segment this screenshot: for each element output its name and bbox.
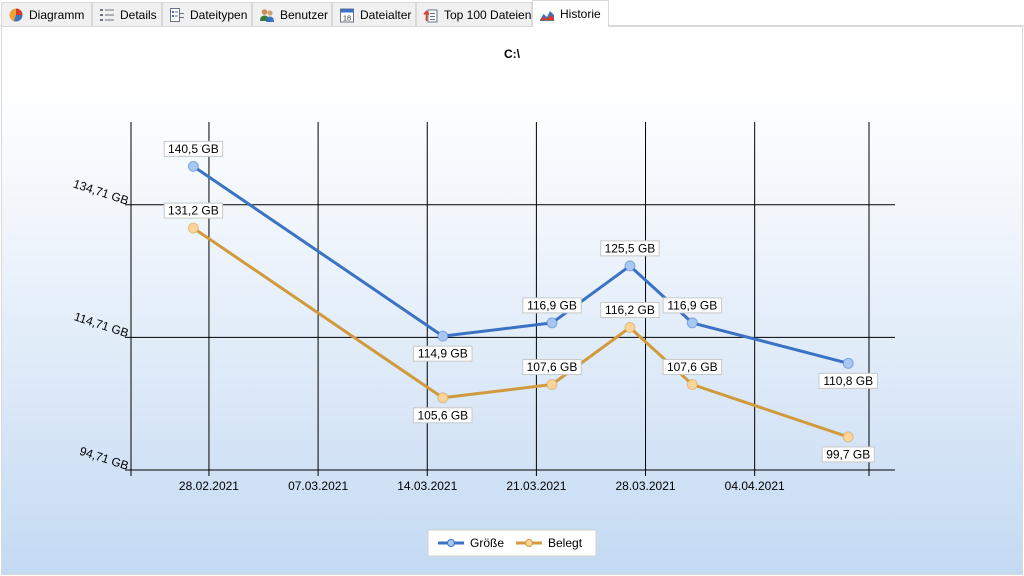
tab-historie[interactable]: Historie: [532, 0, 609, 27]
data-label-box: [818, 372, 878, 389]
data-point-marker: [686, 379, 698, 391]
history-chart-icon: [539, 6, 555, 22]
data-label: 116,9 GB: [667, 298, 717, 312]
data-label: 125,5 GB: [605, 241, 656, 255]
legend-swatch-marker: [525, 539, 533, 547]
data-label: 131,2 GB: [168, 204, 219, 218]
data-label: 116,2 GB: [605, 303, 655, 317]
x-tick-label: 07.03.2021: [288, 479, 348, 493]
chart-panel: [1, 26, 1023, 575]
tab-label: Dateialter: [360, 7, 412, 22]
calendar-icon: 18: [339, 7, 355, 23]
legend-label: Größe: [470, 536, 504, 550]
tab-dateialter[interactable]: 18 Dateialter: [332, 2, 416, 26]
list-icon: [99, 7, 115, 23]
filetypes-icon: [169, 7, 185, 23]
data-label-box: [600, 302, 660, 319]
svg-text:18: 18: [343, 13, 351, 22]
users-icon: [259, 7, 275, 23]
data-label: 99,7 GB: [826, 447, 870, 461]
data-label-box: [662, 297, 722, 314]
data-label: 110,8 GB: [823, 374, 873, 388]
y-tick-label: 134,71 GB: [72, 177, 131, 208]
data-point-marker: [437, 392, 449, 404]
data-point-marker: [187, 222, 199, 234]
data-label-box: [522, 359, 582, 376]
data-label: 105,6 GB: [417, 408, 468, 422]
top-files-icon: [423, 7, 439, 23]
data-label-box: [662, 359, 722, 376]
chart-title: C:\: [504, 47, 521, 61]
tab-top-100-dateien[interactable]: Top 100 Dateien: [416, 2, 532, 26]
data-point-marker: [842, 357, 854, 369]
tab-label: Historie: [560, 7, 601, 21]
data-label-box: [163, 202, 224, 219]
data-point-marker: [624, 322, 636, 334]
series-line-belegt: [192, 226, 849, 439]
x-tick-label: 28.02.2021: [179, 479, 239, 493]
data-point-marker: [546, 317, 558, 329]
tab-details[interactable]: Details: [92, 2, 162, 26]
x-tick-label: 04.04.2021: [725, 479, 785, 493]
y-tick-label: 94,71 GB: [78, 444, 131, 473]
legend-label: Belegt: [548, 536, 583, 550]
tab-diagramm[interactable]: Diagramm: [1, 2, 92, 26]
data-point-marker: [546, 379, 558, 391]
tab-label: Top 100 Dateien: [444, 7, 532, 22]
tab-label: Dateitypen: [190, 7, 248, 22]
tab-label: Details: [120, 7, 157, 22]
data-label-box: [163, 140, 224, 157]
data-label: 140,5 GB: [168, 142, 219, 156]
tab-benutzer[interactable]: Benutzer: [252, 2, 332, 26]
y-tick-label: 114,71 GB: [72, 309, 130, 340]
data-point-marker: [187, 160, 199, 172]
tab-label: Benutzer: [280, 7, 329, 22]
series-line-groesse: [192, 165, 849, 365]
data-label-box: [821, 446, 875, 463]
data-label-box: [413, 407, 473, 424]
tab-label: Diagramm: [29, 7, 85, 22]
tab-bar: Diagramm Details Dateitypen Benutzer 18 …: [0, 0, 1024, 27]
legend-swatch-marker: [447, 539, 455, 547]
data-label: 107,6 GB: [667, 360, 718, 374]
pie-chart-icon: [8, 7, 24, 23]
x-tick-label: 21.03.2021: [506, 479, 566, 493]
x-tick-label: 28.03.2021: [615, 479, 675, 493]
data-label-box: [522, 297, 582, 314]
data-point-marker: [624, 260, 636, 272]
data-label-box: [413, 345, 473, 362]
data-label: 107,6 GB: [527, 360, 578, 374]
data-point-marker: [686, 317, 698, 329]
data-label: 114,9 GB: [418, 347, 468, 361]
x-tick-label: 14.03.2021: [397, 479, 457, 493]
data-point-marker: [437, 330, 449, 342]
tab-dateitypen[interactable]: Dateitypen: [162, 2, 252, 26]
data-label: 116,9 GB: [527, 298, 577, 312]
data-label-box: [600, 240, 660, 257]
data-point-marker: [842, 431, 854, 443]
